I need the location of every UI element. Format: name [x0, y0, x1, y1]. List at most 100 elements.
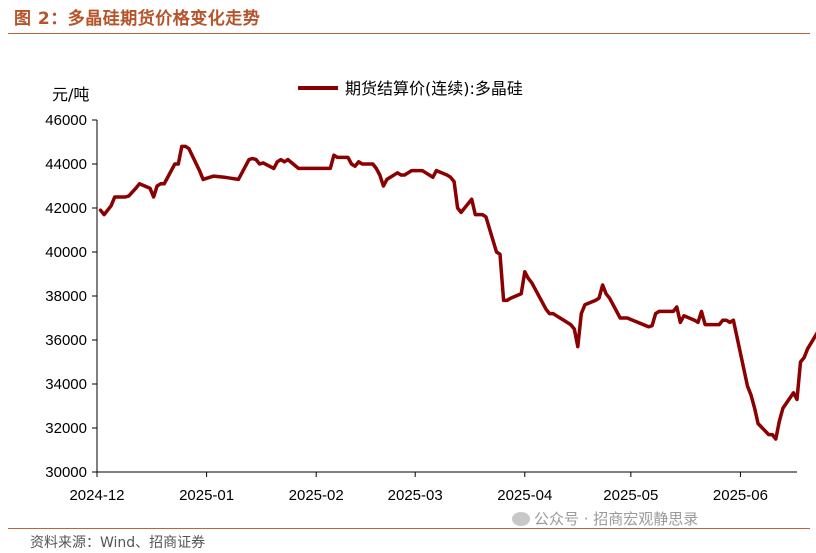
data-point: [626, 316, 629, 320]
data-point: [361, 162, 364, 166]
data-point: [262, 161, 265, 165]
x-tick-label: 2024-12: [69, 487, 124, 504]
data-point: [163, 182, 166, 185]
data-point: [431, 176, 435, 179]
data-point: [530, 281, 533, 284]
data-point: [594, 299, 597, 302]
data-point: [498, 253, 502, 256]
data-point: [622, 316, 625, 320]
x-axis: 2024-12 2025-01 2025-02 2025-03 2025-04 2025-…: [69, 471, 797, 504]
data-point: [148, 187, 152, 190]
data-point: [329, 167, 332, 170]
data-point: [272, 167, 275, 170]
data-point: [608, 297, 611, 300]
data-point: [406, 171, 410, 174]
data-point: [470, 198, 473, 201]
top-rule: [8, 33, 810, 34]
data-point: [728, 321, 731, 324]
y-axis: 30000 32000 34000 36000 38000 40000 42000 44000…: [45, 112, 98, 481]
data-point: [682, 314, 686, 317]
data-point: [459, 211, 463, 214]
source-note: 资料来源：Wind、招商证券: [30, 535, 206, 551]
data-point: [544, 308, 548, 311]
data-point: [601, 283, 604, 287]
data-point: [230, 177, 233, 180]
data-point: [399, 173, 403, 177]
y-tick-label: 40000: [45, 244, 87, 261]
data-point: [527, 277, 530, 280]
y-tick-label: 36000: [45, 332, 87, 349]
data-point: [753, 407, 756, 410]
data-point: [452, 180, 456, 183]
data-point: [456, 206, 459, 210]
data-point: [604, 292, 608, 295]
data-point: [668, 310, 671, 313]
data-point: [647, 325, 650, 328]
data-point: [385, 178, 389, 181]
data-point: [484, 215, 488, 218]
data-point: [99, 209, 102, 212]
watermark-text: 公众号 · 招商宏观静思录: [534, 510, 699, 528]
data-point: [102, 213, 106, 216]
data-point: [382, 184, 385, 188]
y-tick-label: 44000: [45, 156, 87, 173]
x-tick-label: 2025-02: [289, 487, 344, 504]
data-point: [184, 145, 187, 148]
data-point: [396, 171, 399, 174]
data-point: [371, 162, 374, 166]
data-point: [127, 194, 130, 198]
data-point: [254, 158, 258, 161]
wechat-icon: [512, 512, 530, 526]
data-point: [700, 310, 703, 313]
data-point: [113, 195, 116, 199]
data-point: [297, 167, 300, 170]
data-point: [583, 303, 587, 306]
data-point: [109, 204, 113, 207]
data-point: [474, 213, 477, 216]
y-axis-unit-label: 元/吨: [52, 85, 89, 104]
data-point: [657, 310, 661, 313]
data-point: [792, 391, 795, 394]
data-point: [155, 184, 159, 188]
data-point: [212, 174, 215, 178]
data-point: [778, 420, 781, 423]
data-point: [774, 437, 777, 441]
data-point: [350, 162, 353, 166]
data-point: [353, 165, 357, 168]
data-point: [332, 154, 336, 157]
data-point: [223, 176, 226, 179]
watermark: 公众号 · 招商宏观静思录: [512, 508, 698, 529]
data-point: [569, 323, 572, 326]
data-point: [523, 270, 526, 273]
data-point: [580, 312, 583, 315]
data-point: [718, 323, 721, 326]
data-point: [654, 312, 657, 315]
data-point: [247, 158, 251, 161]
bottom-rule: [8, 528, 810, 529]
data-point: [187, 147, 191, 150]
series-line: [98, 144, 816, 441]
data-point: [802, 356, 806, 359]
data-point: [375, 167, 378, 170]
x-tick-label: 2025-01: [179, 487, 234, 504]
data-point: [134, 187, 138, 190]
data-point: [707, 323, 710, 326]
data-point: [279, 158, 282, 161]
data-point: [756, 422, 760, 425]
data-point: [619, 316, 622, 320]
data-point: [180, 145, 183, 148]
data-point: [283, 160, 286, 163]
data-point: [481, 213, 484, 216]
data-point: [173, 162, 176, 166]
data-point: [799, 360, 802, 364]
x-tick-label: 2025-04: [497, 487, 552, 504]
data-point: [502, 299, 505, 302]
data-point: [403, 173, 406, 177]
data-point: [495, 250, 498, 254]
y-tick-label: 46000: [45, 112, 87, 129]
legend: 期货结算价(连续):多晶硅: [298, 79, 523, 98]
data-point: [424, 171, 427, 174]
data-point: [138, 182, 141, 185]
data-point: [505, 299, 509, 302]
y-tick-label: 32000: [45, 420, 87, 437]
